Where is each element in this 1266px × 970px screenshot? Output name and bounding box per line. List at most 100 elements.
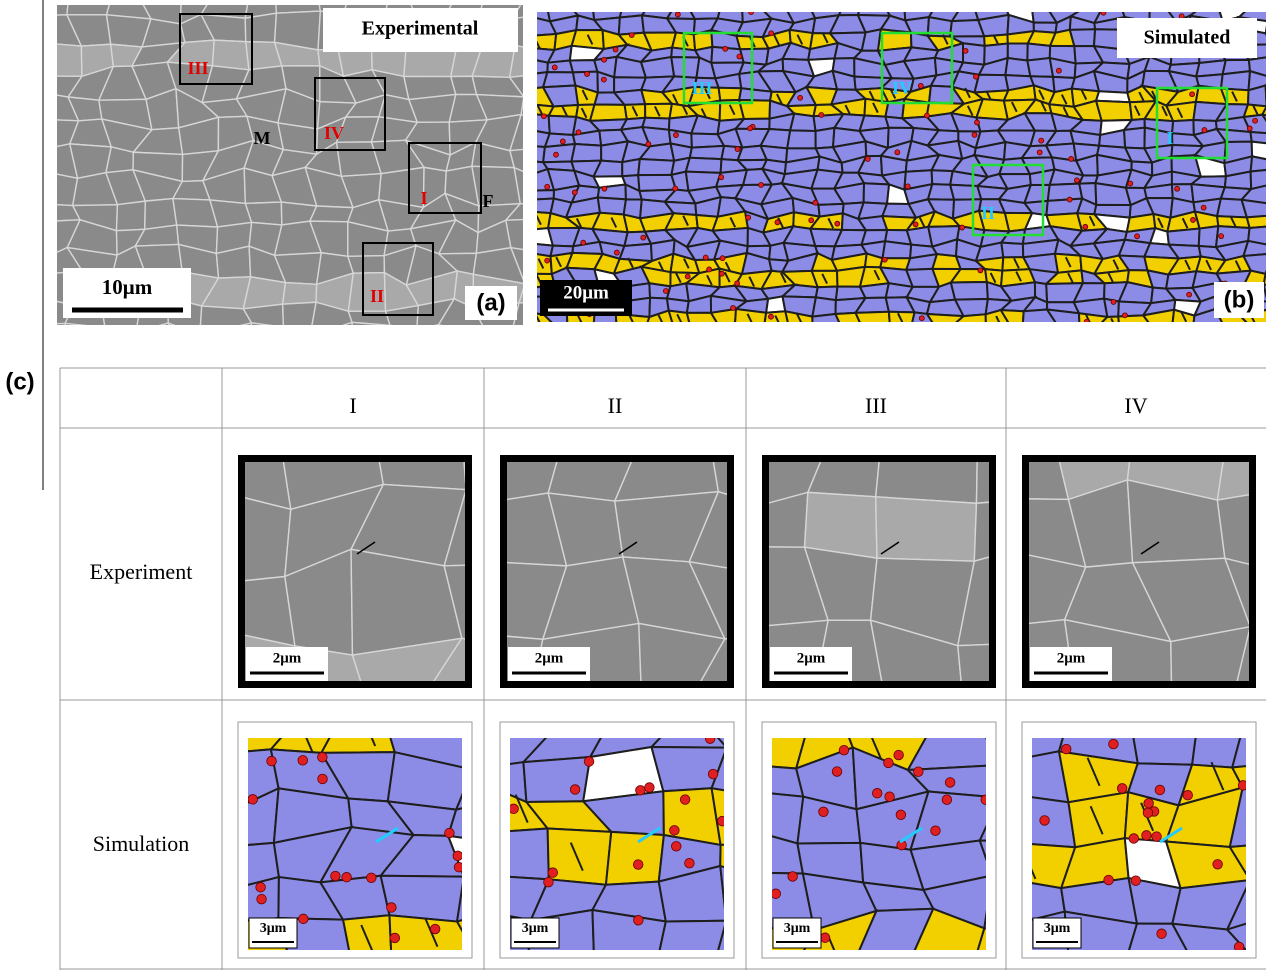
region-boxes: [179, 13, 482, 316]
particle: [1142, 807, 1154, 819]
lath: [1180, 311, 1188, 322]
grain: [508, 75, 523, 97]
grain: [1045, 308, 1081, 322]
grain: [957, 643, 989, 681]
particle: [768, 313, 774, 320]
grain: [443, 564, 465, 640]
particle: [1212, 859, 1223, 870]
particle: [912, 221, 919, 228]
lath: [586, 34, 594, 45]
particle: [730, 305, 736, 311]
particle: [266, 755, 277, 767]
lath: [1181, 217, 1189, 229]
particle: [893, 749, 904, 761]
grain: [1249, 168, 1266, 191]
grain: [1193, 324, 1223, 339]
lath: [1089, 805, 1104, 835]
lath: [821, 32, 829, 44]
grain: [537, 197, 556, 215]
lath: [1230, 216, 1237, 228]
grain: [700, 638, 727, 681]
particle: [818, 806, 829, 818]
particle: [1066, 196, 1073, 203]
lath: [537, 40, 541, 49]
grain: [281, 281, 318, 305]
grain: [407, 93, 457, 124]
lath: [1062, 106, 1070, 118]
lath: [966, 105, 974, 117]
grain: [906, 738, 986, 772]
grain: [952, 326, 986, 345]
lath: [992, 34, 1000, 46]
particle: [1108, 738, 1119, 750]
grain: [734, 321, 736, 322]
particle: [673, 132, 679, 138]
particle: [812, 199, 819, 206]
sem-image: [507, 462, 727, 681]
particle: [1189, 91, 1196, 98]
particle: [1151, 831, 1162, 842]
particle: [864, 156, 871, 162]
inset-label: Simulated: [1144, 27, 1231, 49]
grain: [1239, 184, 1266, 205]
lath: [821, 273, 828, 285]
lath: [741, 849, 753, 877]
particle: [543, 876, 554, 888]
particle: [580, 239, 587, 246]
arrow: [1140, 541, 1160, 555]
particle: [553, 151, 559, 158]
particle: [797, 94, 804, 101]
lath: [1080, 89, 1088, 101]
particle: [1178, 13, 1185, 20]
particle: [1154, 784, 1166, 796]
particle: [787, 871, 798, 882]
grain: [1230, 738, 1246, 769]
grain: [158, 322, 170, 325]
grain: [476, 334, 518, 361]
grain: [717, 86, 743, 102]
arrow: [356, 541, 376, 555]
grain: [437, 324, 443, 325]
particle: [1122, 312, 1128, 319]
grain: [976, 927, 986, 950]
lath: [1161, 105, 1168, 117]
grain: [621, 157, 641, 178]
particle: [1068, 156, 1075, 162]
grain: [1249, 155, 1266, 173]
grain: [341, 321, 353, 325]
grain: [672, 321, 674, 322]
particle: [1100, 12, 1107, 16]
lath: [704, 88, 711, 100]
particle: [633, 915, 644, 926]
particle: [510, 803, 519, 815]
grain: [308, 205, 355, 223]
scale-label: 2μm: [273, 650, 302, 666]
particle: [1252, 117, 1258, 124]
grain: [546, 59, 575, 74]
lath: [370, 738, 377, 747]
particle: [808, 217, 815, 224]
grain: [657, 864, 724, 923]
grain: [1262, 272, 1266, 287]
particle: [679, 794, 691, 805]
particle: [918, 315, 925, 322]
grain: [956, 556, 989, 647]
grain: [999, 308, 1025, 322]
grain: [787, 324, 812, 338]
sem-image: [769, 462, 989, 681]
grain: [455, 882, 462, 923]
grain: [912, 325, 937, 340]
particle: [881, 256, 888, 263]
grain: [862, 182, 891, 205]
lath: [942, 34, 949, 45]
scale-label: 3μm: [260, 921, 287, 936]
grain: [929, 326, 960, 345]
particle: [941, 794, 953, 805]
particle: [671, 841, 682, 852]
arrow: [880, 541, 900, 555]
grain: [1225, 886, 1246, 932]
grain: [1166, 227, 1201, 247]
grain: [858, 907, 935, 950]
grain: [1216, 462, 1249, 501]
